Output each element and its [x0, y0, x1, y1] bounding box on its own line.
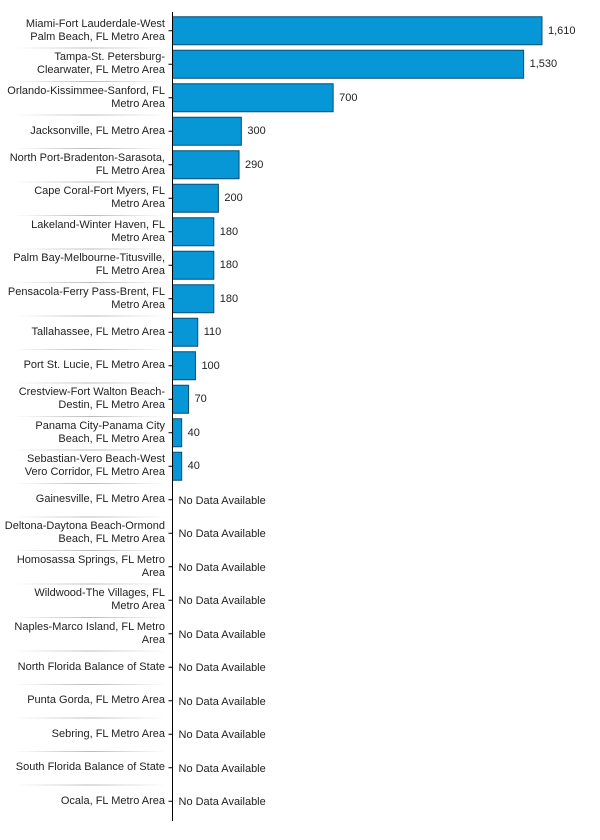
row-separator: [14, 717, 167, 719]
bar: [172, 250, 215, 280]
category-label: North Florida Balance of State: [17, 660, 165, 673]
row-separator: [14, 181, 167, 183]
row-separator: [14, 349, 167, 350]
row-separator: [14, 215, 167, 216]
category-label: Homosassa Springs, FL Metro Area: [16, 553, 165, 579]
bar: [172, 351, 196, 381]
category-label: Sebastian-Vero Beach-West Vero Corridor,…: [24, 453, 165, 479]
bar: [172, 116, 242, 146]
row-separator: [14, 483, 167, 484]
data-label: 1,610: [548, 24, 576, 37]
category-label: Lakeland-Winter Haven, FL Metro Area: [31, 218, 165, 244]
category-label: Ocala, FL Metro Area: [60, 794, 165, 807]
row-separator: [14, 650, 167, 652]
bar: [172, 284, 215, 314]
data-label: 110: [203, 326, 222, 339]
data-label: 200: [224, 192, 243, 205]
row-separator: [14, 248, 167, 250]
data-label: 180: [219, 225, 239, 238]
category-label: Miami-Fort Lauderdale-West Palm Beach, F…: [25, 17, 165, 43]
no-data-label: No Data Available: [178, 695, 266, 708]
category-label: Tampa-St. Petersburg-Clearwater, FL Metr…: [37, 51, 165, 77]
data-label: 70: [194, 393, 207, 406]
bar: [172, 384, 190, 414]
bar: [172, 150, 240, 180]
row-separator: [14, 282, 167, 283]
data-label: 180: [219, 292, 239, 305]
no-data-label: No Data Available: [178, 729, 266, 742]
category-label: South Florida Balance of State: [15, 761, 165, 774]
bar: [172, 49, 525, 79]
no-data-label: No Data Available: [178, 628, 266, 641]
no-data-label: No Data Available: [178, 561, 266, 574]
bar: [172, 451, 183, 481]
row-separator: [14, 751, 167, 752]
row-separator: [14, 516, 167, 518]
row-separator: [14, 416, 167, 417]
category-label: Gainesville, FL Metro Area: [35, 493, 165, 506]
no-data-label: No Data Available: [178, 528, 266, 541]
data-label: 40: [187, 460, 200, 473]
category-label: Pensacola-Ferry Pass-Brent, FL Metro Are…: [7, 285, 165, 311]
row-separator: [14, 382, 167, 384]
category-label: Panama City-Panama City Beach, FL Metro …: [35, 419, 165, 445]
data-label: 100: [201, 359, 220, 372]
bar: [172, 83, 334, 113]
row-separator: [14, 47, 167, 49]
no-data-label: No Data Available: [178, 662, 266, 675]
data-label: 300: [247, 125, 266, 138]
row-separator: [14, 784, 167, 786]
category-label: Palm Bay-Melbourne-Titusville, FL Metro …: [13, 252, 165, 278]
row-separator: [14, 81, 167, 82]
row-separator: [14, 684, 167, 685]
no-data-label: No Data Available: [178, 595, 266, 608]
category-label: Crestview-Fort Walton Beach-Destin, FL M…: [18, 386, 165, 412]
no-data-label: No Data Available: [178, 762, 266, 775]
data-label: 290: [245, 158, 264, 171]
category-label: North Port-Bradenton-Sarasota, FL Metro …: [9, 151, 165, 177]
row-separator: [14, 114, 167, 116]
category-label: Sebring, FL Metro Area: [51, 727, 165, 740]
data-label: 1,530: [529, 58, 558, 71]
bar: [172, 217, 215, 247]
bar: [172, 317, 199, 347]
data-label: 700: [339, 91, 358, 104]
bar: [172, 183, 219, 213]
bar: [172, 16, 543, 46]
category-label: Naples-Marco Island, FL Metro Area: [14, 620, 165, 646]
category-label: Cape Coral-Fort Myers, FL Metro Area: [34, 185, 165, 211]
category-label: Port St. Lucie, FL Metro Area: [23, 359, 165, 372]
category-label: Wildwood-The Villages, FL Metro Area: [34, 587, 165, 613]
data-label: 40: [187, 426, 200, 439]
category-label: Jacksonville, FL Metro Area: [30, 124, 165, 137]
category-label: Orlando-Kissimmee-Sanford, FL Metro Area: [7, 84, 165, 110]
bar: [172, 418, 183, 448]
data-label: 180: [219, 259, 239, 272]
row-separator: [14, 315, 167, 317]
row-separator: [14, 148, 167, 149]
no-data-label: No Data Available: [178, 494, 266, 507]
category-label: Deltona-Daytona Beach-Ormond Beach, FL M…: [4, 520, 165, 546]
row-separator: [14, 550, 167, 551]
row-separator: [14, 583, 167, 585]
category-label: Punta Gorda, FL Metro Area: [27, 694, 165, 707]
category-label: Tallahassee, FL Metro Area: [31, 325, 166, 338]
row-separator: [14, 449, 167, 451]
row-separator: [14, 617, 167, 618]
no-data-label: No Data Available: [178, 796, 266, 809]
